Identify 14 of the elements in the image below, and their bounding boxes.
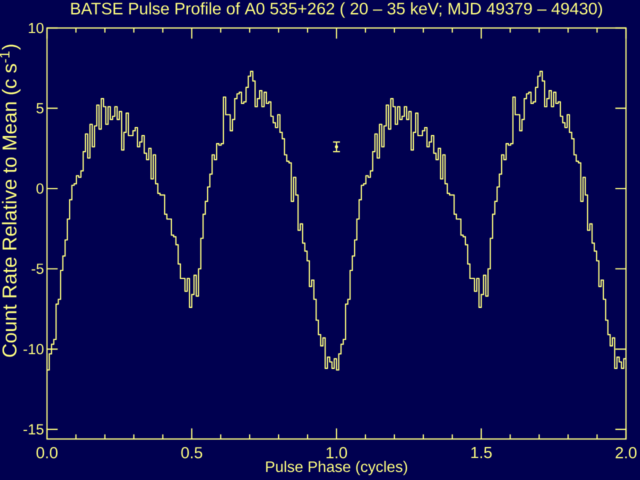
y-tick-label: 5 xyxy=(36,103,44,114)
y-tick-label: -5 xyxy=(32,264,44,274)
y-axis-title: Count Rate Relative to Mean (c s$^{-1}$) xyxy=(0,44,21,357)
x-tick-label: 0.5 xyxy=(181,447,202,458)
x-tick-label: 0.0 xyxy=(36,447,58,458)
y-tick-label: 10 xyxy=(28,22,44,34)
x-tick-label: 2.0 xyxy=(616,447,637,458)
x-axis-title: Pulse Phase (cycles) xyxy=(266,460,408,476)
y-tick-label: 0 xyxy=(36,183,44,194)
x-tick-label: 1.5 xyxy=(471,447,492,458)
y-tick-label: -10 xyxy=(24,344,44,354)
x-tick-label: 1.0 xyxy=(326,447,348,458)
y-tick-label: -15 xyxy=(24,424,44,434)
chart-title: BATSE Pulse Profile of A0 535+262 ( 20 – 35 keV; MJD 49379 – 49430) xyxy=(71,2,602,18)
